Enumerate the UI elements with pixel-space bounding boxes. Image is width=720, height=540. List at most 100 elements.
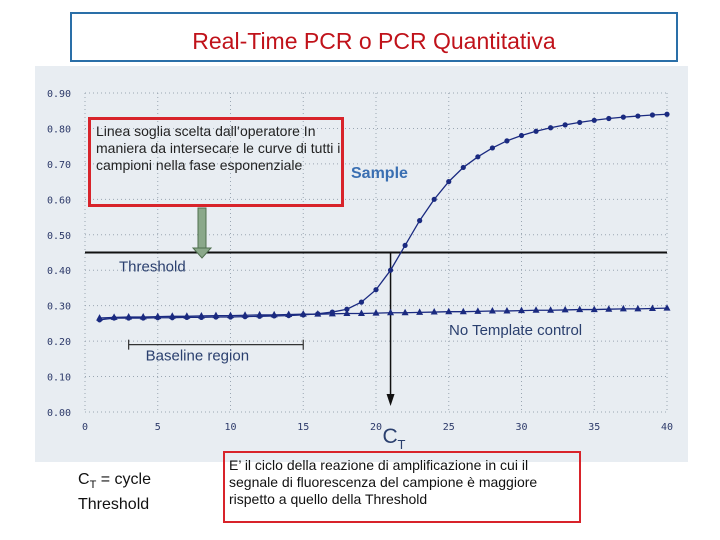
data-point	[314, 310, 322, 317]
data-point	[504, 138, 510, 144]
data-point	[256, 310, 264, 318]
data-point	[474, 307, 482, 314]
x-tick-label: 30	[515, 422, 527, 433]
data-point	[299, 310, 307, 317]
data-point	[154, 312, 162, 320]
x-tick-label: 10	[224, 422, 236, 433]
y-tick-label: 0.00	[47, 408, 71, 419]
series-line	[99, 113, 668, 321]
data-point	[577, 119, 583, 126]
data-point	[373, 287, 379, 293]
ct-threshold-word: Threshold	[78, 496, 150, 514]
y-tick-label: 0.70	[47, 160, 71, 171]
data-point	[387, 308, 395, 316]
x-tick-label: 5	[155, 422, 161, 433]
data-point	[459, 307, 467, 315]
ct-arrow-head	[386, 394, 395, 406]
data-point	[445, 307, 453, 315]
data-point	[488, 306, 496, 314]
data-point	[372, 309, 380, 316]
data-point	[197, 311, 205, 319]
chart-annotations: Threshold C T Baseline region	[85, 207, 667, 452]
data-point	[401, 308, 409, 316]
data-point	[183, 312, 191, 319]
x-tick-label: 35	[588, 422, 600, 433]
data-point	[285, 310, 293, 318]
data-point	[357, 309, 365, 316]
y-tick-label: 0.90	[47, 89, 71, 100]
data-point	[532, 306, 540, 313]
note-arrow-shaft	[197, 207, 207, 251]
chart-series: Sample No Template control	[96, 111, 671, 339]
series-line	[99, 307, 668, 319]
ct-label-subscript: T	[398, 437, 406, 452]
data-point	[635, 113, 641, 119]
data-point	[328, 309, 336, 317]
ct-symbol: C	[78, 471, 90, 488]
data-point	[110, 313, 118, 320]
data-point	[620, 114, 626, 120]
data-point	[561, 305, 569, 313]
y-axis-ticks: 0.00 0.10 0.20 0.30 0.40 0.50 0.60 0.70 0.80 0.90	[47, 89, 71, 419]
data-point	[503, 306, 511, 314]
data-point	[518, 306, 525, 314]
data-point	[663, 304, 671, 311]
data-point	[139, 313, 147, 320]
data-point	[431, 196, 437, 202]
data-point	[241, 311, 249, 318]
y-tick-label: 0.80	[47, 124, 71, 135]
data-point	[576, 305, 584, 313]
data-point	[590, 305, 598, 313]
y-tick-label: 0.20	[47, 337, 71, 348]
ct-subscript: T	[89, 479, 97, 492]
data-point	[648, 304, 656, 312]
y-tick-label: 0.10	[47, 373, 71, 384]
threshold-note-box: Linea soglia scelta dall’operatore In ma…	[88, 117, 344, 207]
x-tick-label: 25	[443, 422, 455, 433]
ct-label: C	[383, 425, 398, 448]
data-point	[562, 122, 568, 128]
data-point	[664, 111, 670, 117]
chart-grid	[84, 92, 668, 413]
y-tick-label: 0.60	[47, 195, 71, 206]
ct-explanation-text: E’ il ciclo della reazione di amplificaz…	[229, 457, 538, 507]
x-tick-label: 0	[82, 422, 88, 433]
threshold-note-text: Linea soglia scelta dall’operatore In ma…	[96, 123, 341, 173]
slide-title-box: Real-Time PCR o PCR Quantitativa	[70, 12, 678, 62]
chart-background	[35, 66, 688, 462]
data-point	[416, 308, 424, 315]
slide-title: Real-Time PCR o PCR Quantitativa	[192, 28, 556, 54]
x-tick-label: 20	[370, 422, 382, 433]
data-point	[358, 299, 365, 305]
x-tick-label: 15	[297, 422, 309, 433]
data-point	[591, 117, 597, 123]
y-tick-label: 0.40	[47, 266, 71, 277]
series-no-template-control	[96, 304, 671, 321]
data-point	[533, 128, 539, 134]
ct-definition: CT = cycle Threshold	[78, 470, 151, 515]
note-arrow-head	[191, 247, 213, 259]
data-point	[387, 267, 394, 273]
data-point	[619, 304, 627, 312]
data-point	[168, 312, 176, 319]
y-tick-label: 0.50	[47, 231, 71, 242]
data-point	[605, 305, 613, 312]
data-point	[227, 311, 234, 319]
data-point	[649, 112, 656, 118]
data-point	[547, 306, 555, 313]
x-tick-label: 40	[661, 422, 673, 433]
x-axis-ticks: 0 5 10 15 20 25 30 35 40	[82, 422, 673, 433]
y-tick-label: 0.30	[47, 302, 71, 313]
data-point	[402, 242, 408, 249]
data-point	[606, 115, 612, 122]
data-point	[460, 164, 466, 171]
ct-explanation-box: E’ il ciclo della reazione di amplificaz…	[223, 451, 581, 523]
data-point	[518, 132, 525, 139]
data-point	[270, 310, 278, 318]
data-point	[446, 179, 452, 185]
threshold-label: Threshold	[119, 259, 186, 276]
data-point	[343, 309, 351, 316]
sample-series-label: Sample	[351, 165, 408, 182]
data-point	[475, 154, 481, 160]
baseline-label: Baseline region	[146, 348, 249, 365]
